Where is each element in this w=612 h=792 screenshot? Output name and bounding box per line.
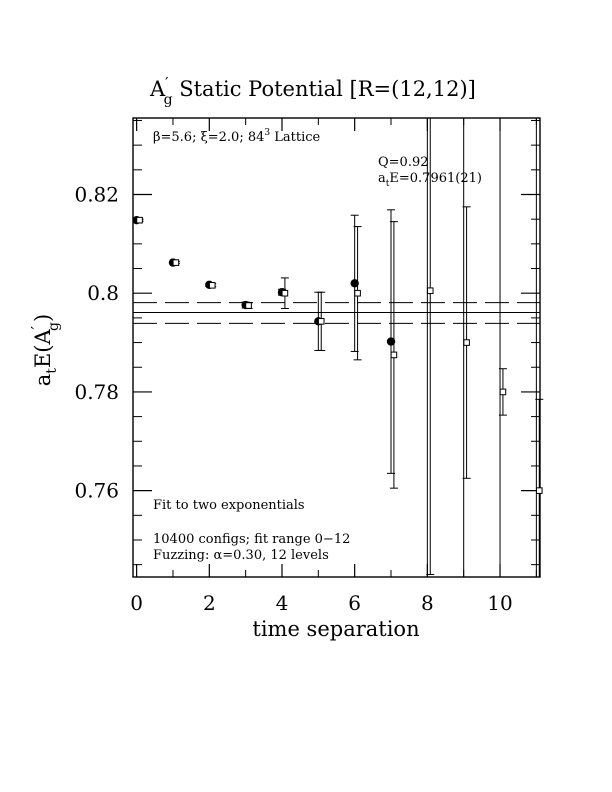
data-point-square: [208, 282, 216, 289]
y-tick-label: 0.78: [74, 380, 119, 404]
x-tick-label: 6: [348, 591, 361, 615]
chart-title: A′ g Static Potential [R=(12,12)]: [149, 74, 476, 108]
alpha-symbol: α: [213, 548, 222, 563]
data-point-square: [172, 259, 180, 266]
y-label-sub-t: t: [44, 368, 60, 374]
y-tick-label: 0.8: [87, 281, 119, 305]
note-fuzzing: Fuzzing: α=0.30, 12 levels: [153, 548, 329, 563]
data-point-square: [463, 339, 470, 346]
y-tick-label: 0.76: [74, 479, 119, 503]
data-point-square: [281, 289, 289, 297]
data-point-square: [499, 388, 507, 396]
note-fit-model: Fit to two exponentials: [153, 498, 305, 513]
fit-quality: Q=0.92: [378, 155, 429, 170]
x-axis-label: time separation: [252, 617, 419, 641]
note-configs: 10400 configs; fit range 0−12: [153, 532, 350, 547]
lattice-annotation: β=5.6; ξ=2.0; 843 Lattice: [153, 128, 321, 145]
data-point-circle: [386, 337, 396, 346]
x-tick-label: 2: [203, 591, 216, 615]
x-tick-label: 0: [130, 591, 143, 615]
data-point-square: [535, 487, 543, 494]
y-label-sub-g: g: [46, 322, 62, 331]
lattice-superscript: 3: [264, 128, 270, 138]
fit-energy: atE=0.7961(21): [378, 171, 482, 189]
data-point-square: [354, 289, 361, 297]
y-axis-label: atE(A′g): [28, 314, 62, 386]
fit-energy-sub: t: [386, 179, 390, 189]
data-point-circle: [350, 279, 359, 288]
x-tick-label: 10: [487, 591, 512, 615]
fit-lines: [133, 302, 540, 324]
y-label-prime: ′: [28, 325, 46, 329]
data-point-square: [245, 302, 252, 309]
x-tick-label: 8: [421, 591, 434, 615]
data-point-square: [317, 318, 325, 325]
title-prime: ′: [165, 74, 169, 92]
x-tick-label: 4: [276, 591, 289, 615]
title-main: A: [149, 77, 166, 101]
data-marks: [132, 117, 544, 578]
title-sub: g: [164, 92, 173, 108]
title-rest: Static Potential [R=(12,12)]: [173, 77, 476, 101]
data-point-square: [136, 216, 143, 224]
data-point-square: [390, 351, 398, 359]
y-tick-label: 0.82: [74, 183, 119, 207]
plot-frame: [132, 117, 541, 578]
data-point-square: [426, 287, 434, 295]
